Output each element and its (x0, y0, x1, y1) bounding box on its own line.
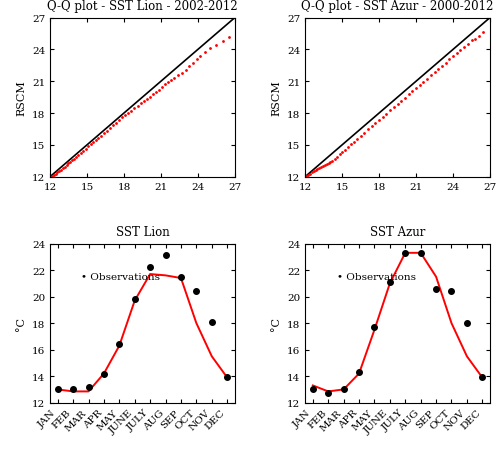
Y-axis label: RSCM: RSCM (16, 80, 26, 116)
Y-axis label: RSCM: RSCM (272, 80, 281, 116)
Title: Q-Q plot - SST Azur - 2000-2012: Q-Q plot - SST Azur - 2000-2012 (302, 0, 494, 13)
Y-axis label: °C: °C (272, 316, 281, 331)
Title: SST Lion: SST Lion (116, 226, 170, 239)
Text: • Observations: • Observations (82, 273, 160, 282)
Title: Q-Q plot - SST Lion - 2002-2012: Q-Q plot - SST Lion - 2002-2012 (47, 0, 238, 13)
Title: SST Azur: SST Azur (370, 226, 426, 239)
Y-axis label: °C: °C (16, 316, 26, 331)
Text: • Observations: • Observations (336, 273, 415, 282)
